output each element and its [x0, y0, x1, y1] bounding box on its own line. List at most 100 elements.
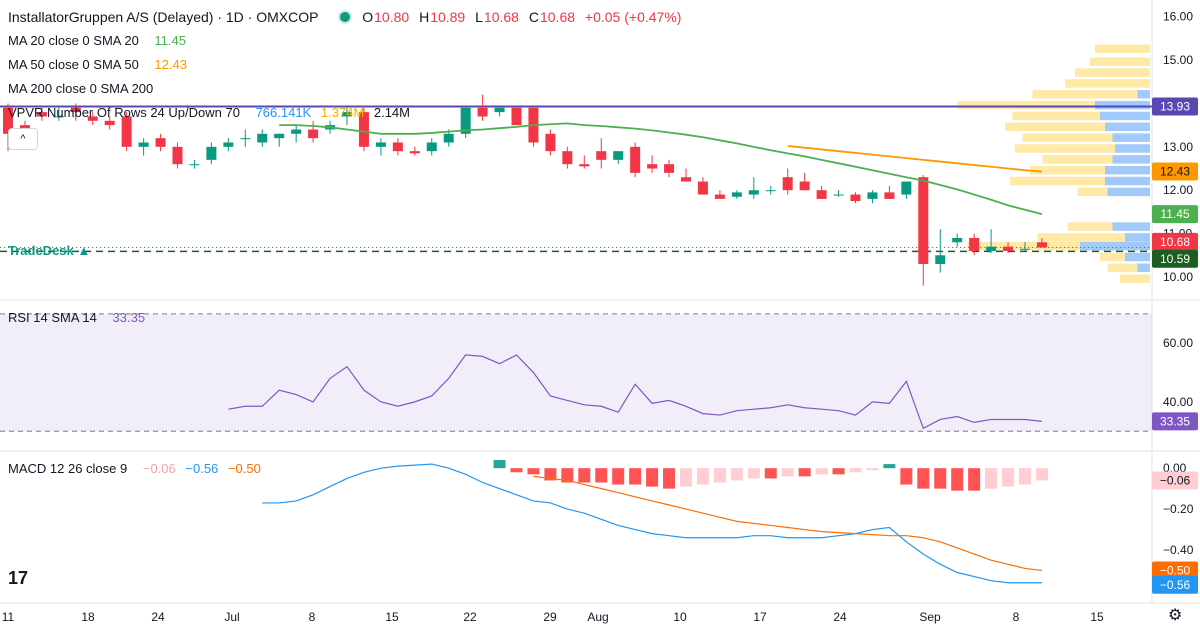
- candle-body: [392, 142, 403, 152]
- time-tick-label: 22: [463, 610, 477, 624]
- ohlc-high-value: 10.89: [430, 9, 466, 25]
- macd-price-label: −0.56: [1160, 578, 1191, 592]
- macd-histogram-bar: [747, 468, 760, 479]
- candle-body: [308, 129, 319, 139]
- vpvr-down-bar: [1075, 68, 1150, 77]
- macd-legend[interactable]: MACD 12 26 close 9 −0.06 −0.56 −0.50: [8, 461, 267, 476]
- candle-body: [70, 107, 81, 113]
- ma20-legend[interactable]: MA 20 close 0 SMA 20 11.45: [8, 33, 192, 48]
- macd-histogram-bar: [798, 468, 811, 477]
- settings-gear-icon[interactable]: ⚙: [1168, 607, 1183, 624]
- vpvr-down-bar: [1100, 252, 1125, 262]
- ma50-line: [787, 145, 1043, 173]
- candle-body: [257, 133, 268, 143]
- macd-histogram-bar: [883, 464, 896, 469]
- candle-body: [87, 116, 98, 121]
- vpvr-up-bar: [1125, 233, 1150, 242]
- macd-histogram-bar: [510, 468, 523, 473]
- symbol-title[interactable]: InstallatorGruppen A/S (Delayed) · 1D · …: [8, 9, 319, 25]
- time-tick-label: Aug: [587, 610, 608, 624]
- ma200-price-label-bg: [1152, 97, 1198, 116]
- macd-tick-label: −0.20: [1163, 502, 1194, 516]
- macd-tick-label: −0.40: [1163, 543, 1194, 557]
- candle-body: [494, 107, 505, 113]
- candle-body: [206, 146, 217, 160]
- candle-body: [647, 164, 658, 169]
- macd-histogram-bar: [1019, 468, 1031, 485]
- rsi-legend[interactable]: RSI 14 SMA 14 33.35: [8, 310, 151, 325]
- vpvr-up-value: 766.141K: [255, 105, 312, 120]
- ohlc-close-value: 10.68: [539, 9, 576, 25]
- candle-body: [53, 116, 64, 118]
- vpvr-down-value: 1.374M: [320, 105, 365, 120]
- vpvr-down-bar: [1120, 274, 1150, 283]
- vpvr-down-bar: [1022, 133, 1113, 142]
- candle-body: [579, 164, 590, 167]
- candle-body: [511, 107, 522, 126]
- candle-body: [1036, 242, 1047, 248]
- candle-body: [36, 112, 47, 117]
- last-price-label-bg: [1152, 232, 1198, 251]
- vpvr-up-bar: [1105, 165, 1150, 175]
- macd-histogram-bar: [544, 468, 557, 481]
- vpvr-down-bar: [1090, 57, 1150, 66]
- candle-body: [443, 133, 454, 143]
- vpvr-down-bar: [1015, 144, 1115, 153]
- rsi-price-label: 33.35: [1160, 414, 1190, 428]
- market-status-icon: [338, 10, 353, 24]
- ohlc-close-key: C: [528, 9, 539, 25]
- time-tick-label: 15: [385, 610, 399, 624]
- macd-histogram-bar: [849, 468, 862, 473]
- tradedesk-label[interactable]: TradeDesk ▲: [8, 243, 90, 258]
- candle-body: [274, 133, 285, 139]
- ohlc-high-key: H: [419, 9, 430, 25]
- macd-histogram-bar: [985, 468, 998, 489]
- rsi-label: RSI 14 SMA 14: [8, 310, 97, 325]
- ma50-legend[interactable]: MA 50 close 0 SMA 50 12.43: [8, 57, 193, 72]
- last-price-label: 10.68: [1160, 235, 1190, 249]
- candle-body: [901, 181, 912, 195]
- price-tick-label: 13.00: [1163, 140, 1193, 154]
- candle-body: [850, 194, 861, 202]
- candle-body: [986, 246, 997, 251]
- candle-body: [969, 237, 980, 251]
- ohlc-open-key: O: [362, 9, 374, 25]
- candle-body: [714, 194, 725, 199]
- candle-body: [935, 255, 946, 264]
- price-tick-label: 15.00: [1163, 53, 1193, 67]
- macd-histogram-bar: [663, 468, 676, 489]
- vpvr-down-bar: [1065, 79, 1150, 88]
- candle-body: [172, 146, 183, 165]
- macd-histogram-bar: [561, 468, 574, 483]
- macd-histogram-bar: [629, 468, 642, 485]
- macd-hist-value: −0.06: [142, 461, 176, 476]
- macd-hist-price-label: −0.06: [1160, 473, 1191, 487]
- macd-signal-price-label-bg: [1152, 561, 1198, 580]
- macd-histogram-bar: [781, 468, 794, 477]
- vpvr-down-bar: [1005, 122, 1105, 132]
- candle-body: [613, 151, 624, 160]
- rsi-tick-label: 40.00: [1163, 395, 1193, 409]
- vpvr-label: VPVR Number Of Rows 24 Up/Down 70: [8, 105, 240, 120]
- ma200-legend[interactable]: MA 200 close 0 SMA 200: [8, 81, 159, 96]
- vpvr-down-bar: [957, 100, 1095, 110]
- vpvr-down-bar: [1067, 222, 1113, 231]
- candle-body: [3, 107, 13, 134]
- price-tick-label: 16.00: [1163, 10, 1193, 24]
- macd-histogram-bar: [900, 468, 913, 485]
- macd-histogram-bar: [578, 468, 591, 483]
- vpvr-up-bar: [1105, 176, 1150, 186]
- vpvr-legend[interactable]: VPVR Number Of Rows 24 Up/Down 70 766.14…: [8, 105, 416, 120]
- vpvr-down-bar: [1012, 111, 1100, 121]
- candle-body: [918, 177, 929, 264]
- macd-histogram-bar: [680, 468, 692, 487]
- ohlc-low-key: L: [475, 9, 483, 25]
- candle-body: [155, 138, 166, 147]
- candle-body: [1003, 246, 1014, 251]
- ma20-line: [279, 122, 1043, 215]
- time-tick-label: 18: [81, 610, 95, 624]
- tradingview-logo-icon[interactable]: 17: [8, 568, 29, 588]
- collapse-legend-button[interactable]: ^: [8, 128, 38, 150]
- candle-body: [681, 177, 691, 182]
